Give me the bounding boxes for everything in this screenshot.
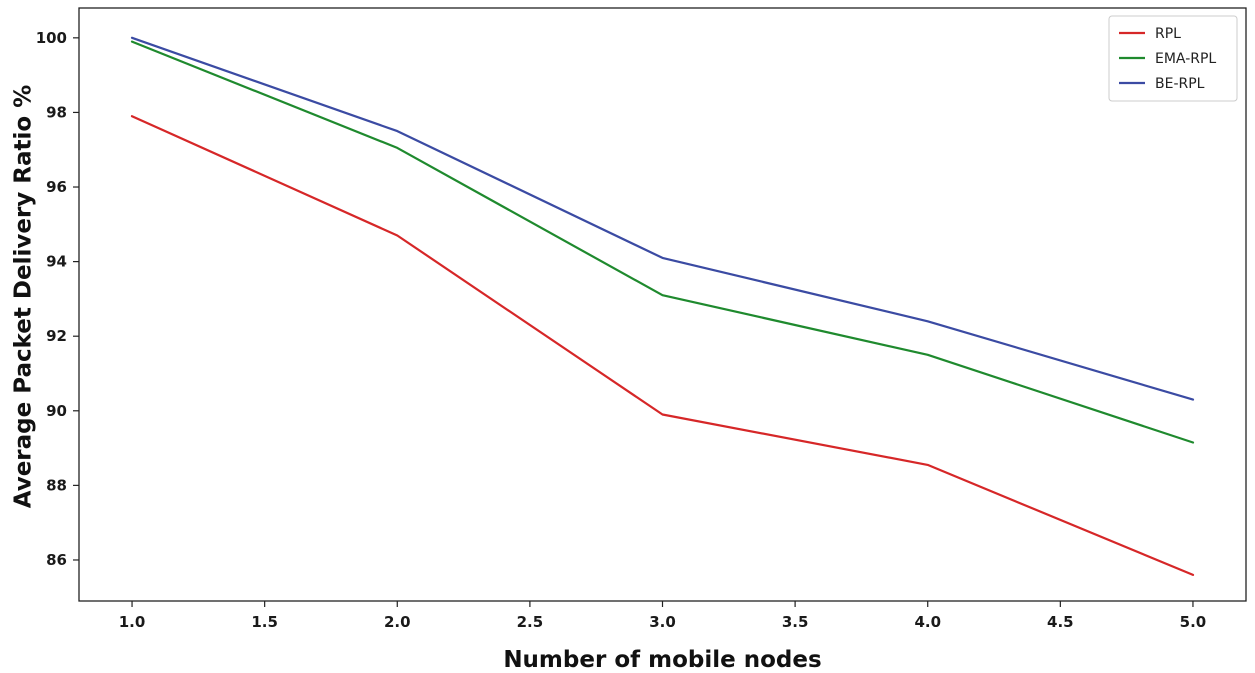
legend-label: RPL [1155, 26, 1181, 42]
x-axis-title: Number of mobile nodes [503, 647, 821, 673]
series-line-ema-rpl [130, 40, 1195, 444]
y-tick-label: 100 [36, 29, 67, 47]
legend: RPL EMA-RPL BE-RPL [1108, 15, 1238, 102]
y-tick-label: 98 [46, 103, 67, 121]
x-tick-label: 3.0 [649, 613, 676, 631]
series-line-rpl [130, 115, 1195, 577]
legend-label: BE-RPL [1155, 76, 1205, 92]
plot-border [78, 7, 1247, 602]
y-tick-label: 92 [46, 327, 67, 345]
y-axis-title: Average Packet Delivery Ratio % [11, 85, 37, 509]
x-tick-label: 4.5 [1047, 613, 1074, 631]
x-tick-label: 2.5 [517, 613, 544, 631]
x-tick-label: 1.0 [119, 613, 146, 631]
y-tick-label: 94 [46, 253, 67, 271]
series-line-be-rpl [130, 36, 1195, 401]
y-tick-label: 86 [46, 551, 67, 569]
y-axis-ticks: 86 88 90 92 94 96 98 100 [36, 29, 79, 569]
y-tick-label: 88 [46, 476, 67, 494]
x-tick-label: 3.5 [782, 613, 809, 631]
y-tick-label: 96 [46, 178, 67, 196]
y-tick-label: 90 [46, 402, 67, 420]
x-tick-label: 4.0 [914, 613, 941, 631]
series-lines [130, 36, 1195, 577]
legend-label: EMA-RPL [1155, 51, 1216, 67]
x-tick-label: 1.5 [251, 613, 278, 631]
legend-box [1108, 15, 1238, 102]
x-axis-ticks: 1.0 1.5 2.0 2.5 3.0 3.5 4.0 4.5 5.0 [119, 601, 1206, 631]
x-tick-label: 5.0 [1180, 613, 1207, 631]
x-tick-label: 2.0 [384, 613, 411, 631]
plot-frame [78, 7, 1247, 602]
